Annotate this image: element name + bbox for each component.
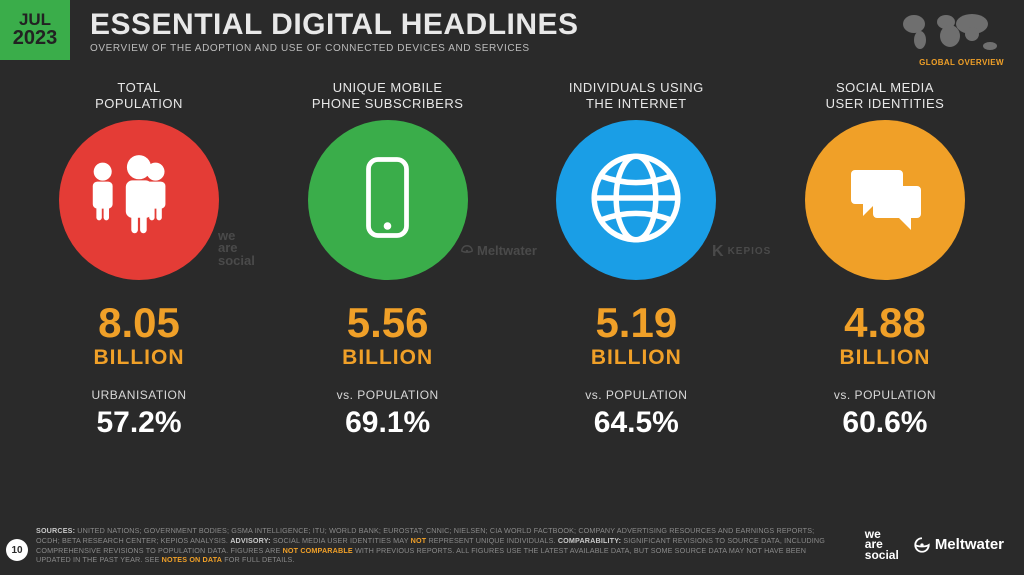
world-map-caption: GLOBAL OVERVIEW xyxy=(919,58,1004,67)
stat-value: 5.19 xyxy=(521,302,751,344)
sources-label: SOURCES: xyxy=(36,526,75,535)
stat-circle-wrap xyxy=(805,120,965,280)
stat-col-2: INDIVIDUALS USING THE INTERNET 5.19 BILL… xyxy=(521,80,751,440)
advisory-hl: NOT xyxy=(411,536,427,545)
stat-percent: 64.5% xyxy=(521,406,751,440)
comparability-text-c: FOR FULL DETAILS. xyxy=(222,555,295,564)
stat-circle xyxy=(308,120,468,280)
sources-footer: SOURCES: UNITED NATIONS; GOVERNMENT BODI… xyxy=(36,526,834,565)
stat-label: SOCIAL MEDIA USER IDENTITIES xyxy=(770,80,1000,114)
globe-icon xyxy=(581,143,691,258)
stat-comparison-label: vs. POPULATION xyxy=(770,388,1000,402)
page-subtitle: OVERVIEW OF THE ADOPTION AND USE OF CONN… xyxy=(90,43,579,54)
chat-icon xyxy=(835,148,935,253)
stat-col-3: SOCIAL MEDIA USER IDENTITIES 4.88 BILLIO… xyxy=(770,80,1000,440)
stat-percent: 69.1% xyxy=(273,406,503,440)
stat-value: 5.56 xyxy=(273,302,503,344)
title-block: ESSENTIAL DIGITAL HEADLINES OVERVIEW OF … xyxy=(90,8,579,54)
page-number: 10 xyxy=(6,539,28,561)
watermark-1: Meltwater xyxy=(460,244,537,260)
stat-circle xyxy=(556,120,716,280)
comparability-label: COMPARABILITY: xyxy=(558,536,621,545)
meltwater-logo: Meltwater xyxy=(913,536,1004,554)
stat-label: INDIVIDUALS USING THE INTERNET xyxy=(521,80,751,114)
stat-comparison-label: vs. POPULATION xyxy=(521,388,751,402)
date-year: 2023 xyxy=(13,28,58,49)
date-badge: JUL 2023 xyxy=(0,0,70,60)
stat-label: TOTAL POPULATION xyxy=(24,80,254,114)
stat-comparison-label: vs. POPULATION xyxy=(273,388,503,402)
stat-unit: BILLION xyxy=(770,346,1000,370)
stat-circle-wrap xyxy=(308,120,468,280)
brand-footer: we are social Meltwater xyxy=(865,529,1004,561)
stat-label: UNIQUE MOBILE PHONE SUBSCRIBERS xyxy=(273,80,503,114)
stat-circle-wrap xyxy=(59,120,219,280)
stat-circle xyxy=(59,120,219,280)
date-month: JUL xyxy=(19,11,51,29)
stat-unit: BILLION xyxy=(273,346,503,370)
page-title: ESSENTIAL DIGITAL HEADLINES xyxy=(90,8,579,42)
stat-percent: 57.2% xyxy=(24,406,254,440)
meltwater-text: Meltwater xyxy=(935,536,1004,553)
advisory-text-a: SOCIAL MEDIA USER IDENTITIES MAY xyxy=(273,536,411,545)
stat-percent: 60.6% xyxy=(770,406,1000,440)
stat-value: 4.88 xyxy=(770,302,1000,344)
phone-icon xyxy=(340,150,435,250)
watermark-0: we are social xyxy=(218,230,255,267)
comparability-link: NOTES ON DATA xyxy=(162,555,222,564)
we-are-social-logo: we are social xyxy=(865,529,899,561)
stat-value: 8.05 xyxy=(24,302,254,344)
comparability-hl: NOT COMPARABLE xyxy=(283,546,353,555)
stat-comparison-label: URBANISATION xyxy=(24,388,254,402)
advisory-label: ADVISORY: xyxy=(230,536,270,545)
world-map-icon xyxy=(894,8,1004,56)
stat-unit: BILLION xyxy=(521,346,751,370)
stat-unit: BILLION xyxy=(24,346,254,370)
stat-circle xyxy=(805,120,965,280)
watermark-2: K KEPIOS xyxy=(712,244,771,259)
stat-circle-wrap xyxy=(556,120,716,280)
people-icon xyxy=(84,143,194,258)
meltwater-icon xyxy=(913,536,931,554)
advisory-text-b: REPRESENT UNIQUE INDIVIDUALS. xyxy=(426,536,555,545)
